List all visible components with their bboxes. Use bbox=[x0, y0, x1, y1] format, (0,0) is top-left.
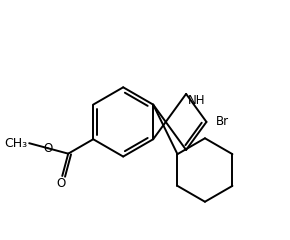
Text: Br: Br bbox=[216, 115, 229, 128]
Text: NH: NH bbox=[188, 94, 206, 107]
Text: O: O bbox=[43, 142, 52, 155]
Text: CH₃: CH₃ bbox=[4, 137, 27, 150]
Text: O: O bbox=[57, 177, 66, 190]
